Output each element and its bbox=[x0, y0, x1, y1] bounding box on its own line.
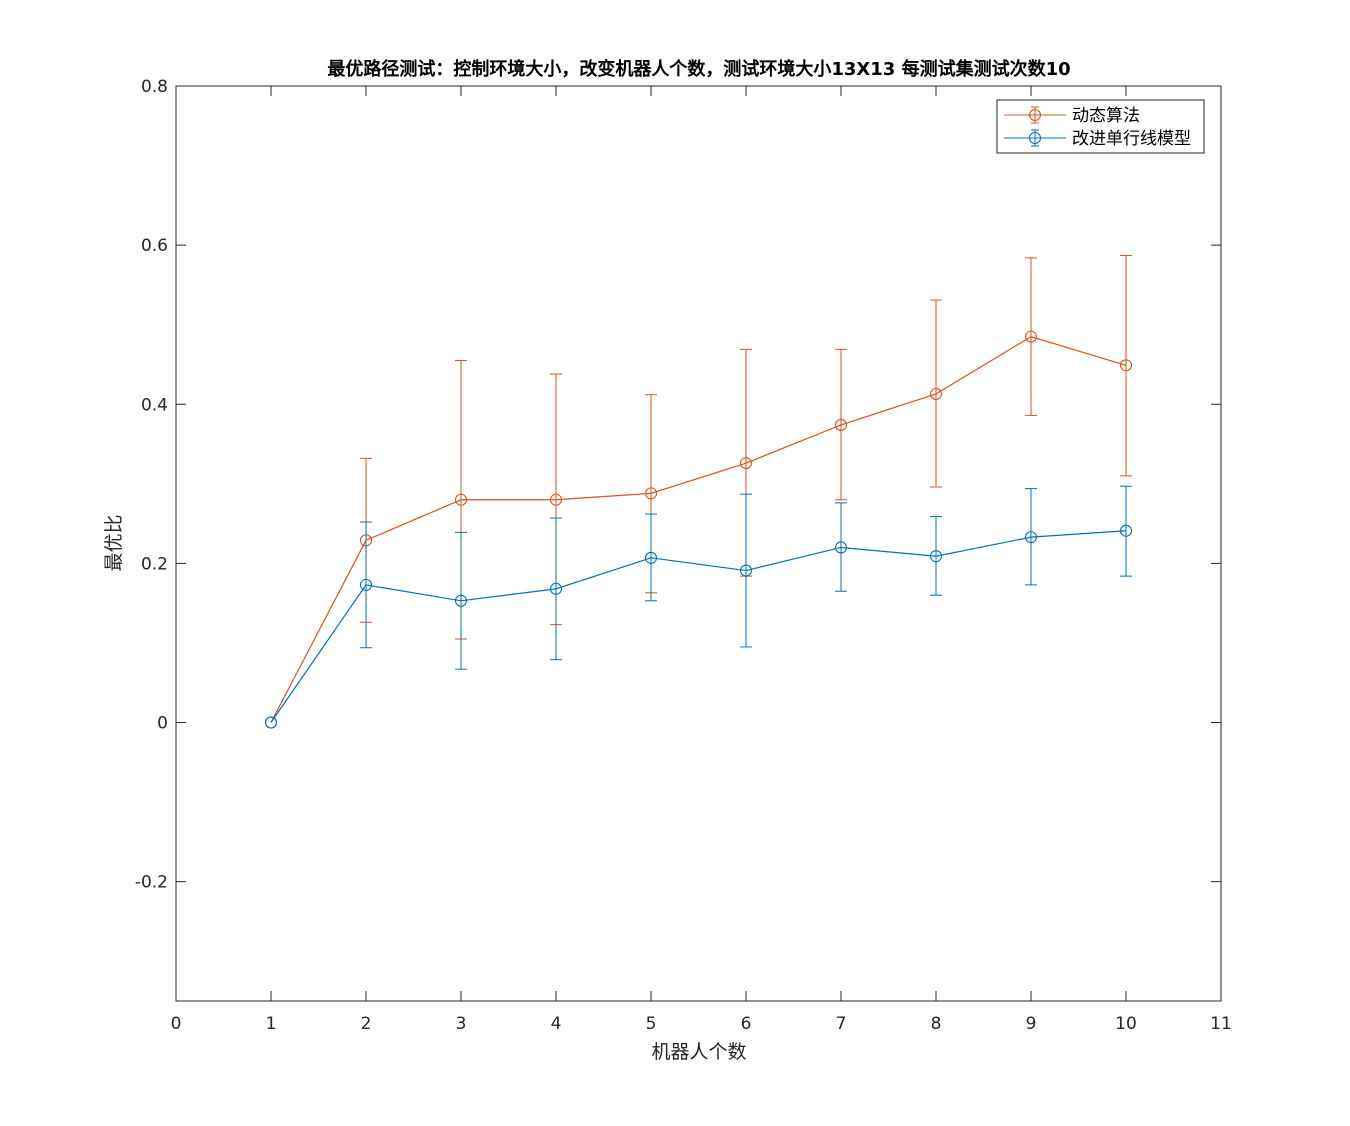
legend-marker bbox=[1028, 108, 1042, 122]
y-tick-label: 0.6 bbox=[141, 236, 168, 256]
plot-area bbox=[175, 85, 1222, 1002]
data-point bbox=[359, 578, 373, 591]
data-point bbox=[454, 493, 468, 506]
data-point bbox=[1024, 330, 1038, 343]
chart-title: 最优路径测试：控制环境大小，改变机器人个数，测试环境大小13X13 每测试集测试… bbox=[327, 58, 1070, 80]
x-tick-label: 11 bbox=[1210, 1014, 1232, 1034]
x-axis-label: 机器人个数 bbox=[651, 1041, 746, 1063]
data-point bbox=[834, 541, 848, 554]
data-point bbox=[644, 487, 658, 500]
data-point bbox=[644, 551, 658, 564]
legend-label: 动态算法 bbox=[1072, 106, 1140, 126]
x-tick-label: 6 bbox=[741, 1014, 752, 1034]
series-line bbox=[270, 530, 1127, 723]
series-line bbox=[270, 335, 1127, 723]
data-point bbox=[739, 564, 753, 577]
y-tick-label: 0.8 bbox=[141, 77, 168, 97]
x-tick-label: 2 bbox=[361, 1014, 372, 1034]
x-tick-label: 3 bbox=[456, 1014, 467, 1034]
data-point bbox=[549, 493, 563, 506]
data-point bbox=[1119, 359, 1133, 372]
x-tick-label: 4 bbox=[551, 1014, 562, 1034]
y-tick-label: 0.2 bbox=[141, 554, 168, 574]
x-tick-label: 10 bbox=[1115, 1014, 1137, 1034]
x-tick-label: 9 bbox=[1026, 1014, 1037, 1034]
data-point bbox=[549, 582, 563, 595]
legend-marker bbox=[1028, 131, 1042, 145]
legend-label: 改进单行线模型 bbox=[1072, 129, 1191, 149]
x-tick-label: 7 bbox=[836, 1014, 847, 1034]
data-point bbox=[454, 594, 468, 607]
series-1 bbox=[264, 485, 1133, 729]
legend-box bbox=[996, 99, 1205, 154]
x-tick-label: 1 bbox=[266, 1014, 277, 1034]
series-layer bbox=[264, 254, 1133, 729]
data-point bbox=[834, 418, 848, 431]
x-tick-label: 5 bbox=[646, 1014, 657, 1034]
y-tick-label: -0.2 bbox=[135, 873, 168, 893]
data-point bbox=[1024, 531, 1038, 544]
y-axis-label: 最优比 bbox=[103, 514, 125, 571]
data-point bbox=[1119, 524, 1133, 537]
data-point bbox=[929, 387, 943, 400]
x-tick-label: 8 bbox=[931, 1014, 942, 1034]
data-point bbox=[739, 457, 753, 470]
x-tick-label: 0 bbox=[171, 1014, 182, 1034]
plot-frame bbox=[175, 85, 1222, 1002]
x-axis: 0 1 2 3 4 5 6 7 8 9 10 11 bbox=[171, 86, 1232, 1034]
y-tick-label: 0 bbox=[157, 714, 168, 734]
data-point bbox=[264, 716, 278, 729]
y-tick-label: 0.4 bbox=[141, 395, 168, 415]
data-point bbox=[929, 550, 943, 563]
y-axis: -0.2 0 0.2 0.4 0.6 0.8 bbox=[135, 77, 1221, 893]
